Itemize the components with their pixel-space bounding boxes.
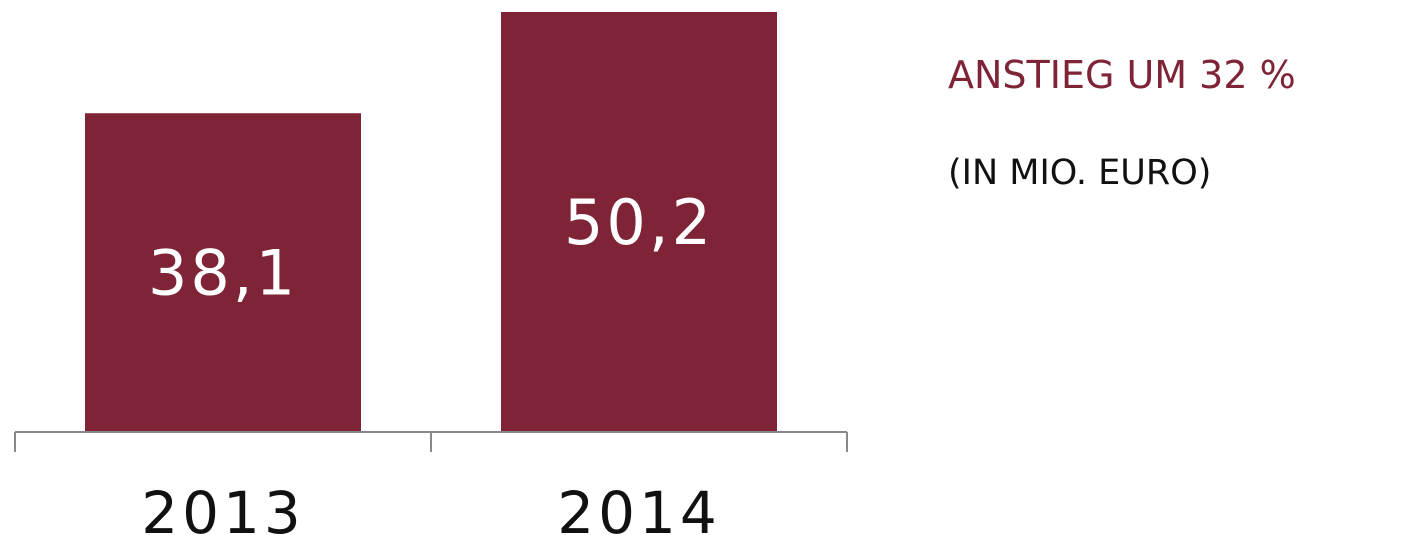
bar-2013 bbox=[85, 113, 361, 433]
bar-value-label-2013: 38,1 bbox=[148, 237, 298, 310]
chart-unit-subtitle: (IN MIO. EURO) bbox=[948, 153, 1212, 193]
chart-headline: ANSTIEG UM 32 % bbox=[948, 53, 1296, 97]
x-tick-label-2013: 2013 bbox=[141, 479, 305, 535]
x-tick-label-2014: 2014 bbox=[557, 479, 721, 535]
bar-value-label-2014: 50,2 bbox=[564, 186, 714, 259]
bar-2014 bbox=[501, 12, 777, 432]
